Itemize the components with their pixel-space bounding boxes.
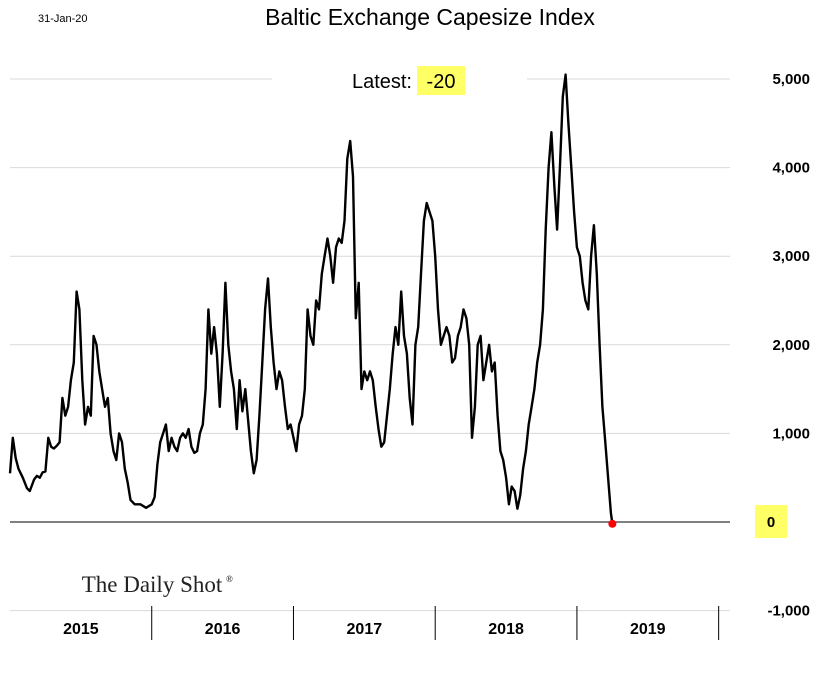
gridlines [10, 78, 730, 612]
y-tick-label: -1,000 [767, 603, 810, 620]
x-tick-label: 2015 [63, 621, 99, 638]
latest-callout-background [272, 64, 527, 98]
y-tick-label: 1,000 [772, 425, 810, 442]
y-tick-label: 2,000 [772, 337, 810, 354]
y-axis: 5,000 4,000 3,000 2,000 1,000 0 -1,000 [755, 71, 810, 620]
series [8, 73, 617, 528]
brand-registered-mark: ® [226, 574, 233, 584]
brand-logo: The Daily Shot [82, 572, 223, 597]
series-line [8, 73, 614, 524]
y-tick-label: 5,000 [772, 71, 810, 88]
x-tick-label: 2017 [347, 621, 383, 638]
chart-title: Baltic Exchange Capesize Index [265, 4, 595, 30]
y-tick-highlight [755, 505, 787, 538]
latest-value-highlight [417, 66, 465, 95]
chart-date: 31-Jan-20 [38, 13, 88, 25]
y-tick-label: 3,000 [772, 248, 810, 265]
x-axis: 2015 2016 2017 2018 2019 [63, 606, 720, 640]
x-tick-label: 2016 [205, 621, 241, 638]
latest-point [608, 519, 617, 528]
y-tick-label: 4,000 [772, 160, 810, 177]
x-tick-label: 2018 [488, 621, 524, 638]
latest-value: -20 [427, 71, 456, 93]
latest-label: Latest: [352, 71, 412, 93]
y-tick-label: 0 [767, 514, 775, 531]
x-tick-label: 2019 [630, 621, 666, 638]
